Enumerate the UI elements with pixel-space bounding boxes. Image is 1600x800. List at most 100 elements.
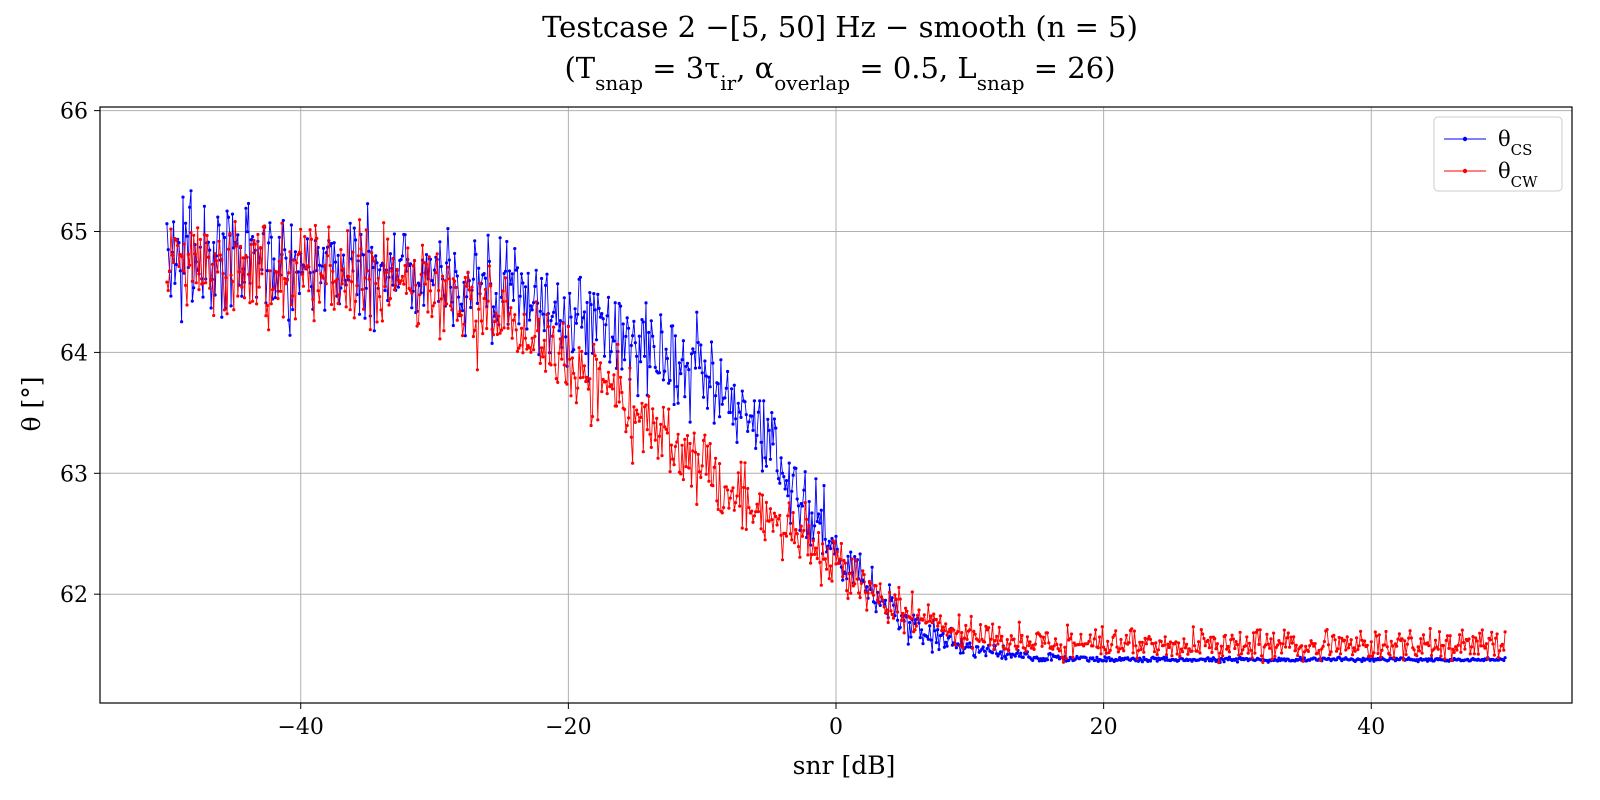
data-point [469,297,473,301]
data-point [985,647,989,651]
data-point [408,262,413,266]
data-point [189,231,193,235]
data-point [420,243,425,247]
data-point [498,331,502,335]
data-point [241,256,245,260]
data-point [428,289,433,293]
data-point [268,269,272,273]
data-point [786,514,790,518]
data-point [376,276,380,280]
data-point [1293,649,1297,653]
data-point [683,437,687,441]
data-point [665,431,670,435]
data-point [782,475,786,479]
data-point [392,232,396,236]
data-point [997,625,1001,629]
data-point [1270,657,1274,661]
data-point [371,256,375,260]
data-point [941,625,945,629]
data-point [1155,659,1159,663]
data-point [455,318,459,322]
data-point [1383,643,1387,647]
data-point [228,231,232,236]
data-point [1229,638,1233,642]
data-point [358,312,362,316]
data-point [744,527,748,532]
data-point [503,276,508,280]
data-point [1047,641,1051,645]
data-point [237,270,241,274]
data-point [408,288,413,292]
data-point [493,320,497,324]
data-point [735,494,739,498]
data-point [371,265,375,270]
series-markers [165,218,1507,665]
data-point [1421,633,1426,637]
data-point [929,614,933,618]
data-point [487,264,491,268]
data-point [337,292,342,297]
data-point [186,252,190,256]
data-point [597,306,601,310]
data-point [545,313,549,317]
data-point [1443,657,1447,661]
data-point [597,367,601,371]
data-point [422,303,426,307]
data-point [1266,642,1270,646]
data-point [569,394,573,398]
data-point [822,484,826,488]
data-point [857,591,861,595]
data-point [874,610,878,614]
data-point [699,343,703,347]
data-point [657,434,662,438]
data-point [883,611,888,615]
data-point [795,497,799,501]
data-point [1092,637,1096,641]
data-point [525,327,529,331]
data-point [312,319,316,323]
data-point [546,325,550,329]
data-point [783,531,787,536]
data-point [1214,647,1218,651]
data-point [390,269,394,273]
data-point [313,223,317,228]
data-point [166,288,170,293]
data-point [324,251,328,255]
data-point [588,291,592,295]
data-point [399,257,403,262]
data-point [471,334,475,339]
data-point [568,357,572,361]
data-point [724,485,728,489]
data-point [165,280,169,284]
data-point [1373,630,1377,634]
data-point [251,299,255,303]
data-point [192,233,196,237]
data-point [1148,659,1153,663]
data-point [1218,651,1222,655]
data-point [1405,642,1409,646]
data-point [323,263,327,267]
data-point [246,272,251,276]
data-point [230,279,235,284]
data-point [972,629,976,634]
data-point [1441,643,1446,648]
data-point [181,269,185,273]
data-point [1368,654,1372,658]
data-point [534,268,538,272]
data-point [311,297,315,301]
data-point [540,346,544,350]
data-point [375,261,379,265]
data-point [957,613,961,617]
data-point [819,508,823,512]
data-point [245,230,249,234]
data-point [996,642,1000,646]
data-point [324,282,328,286]
data-point [908,620,912,625]
data-point [1000,656,1004,660]
data-point [1120,646,1124,650]
data-point [277,235,281,239]
data-point [1195,649,1199,653]
data-point [1384,629,1388,634]
data-point [303,235,307,239]
data-point [766,417,770,421]
